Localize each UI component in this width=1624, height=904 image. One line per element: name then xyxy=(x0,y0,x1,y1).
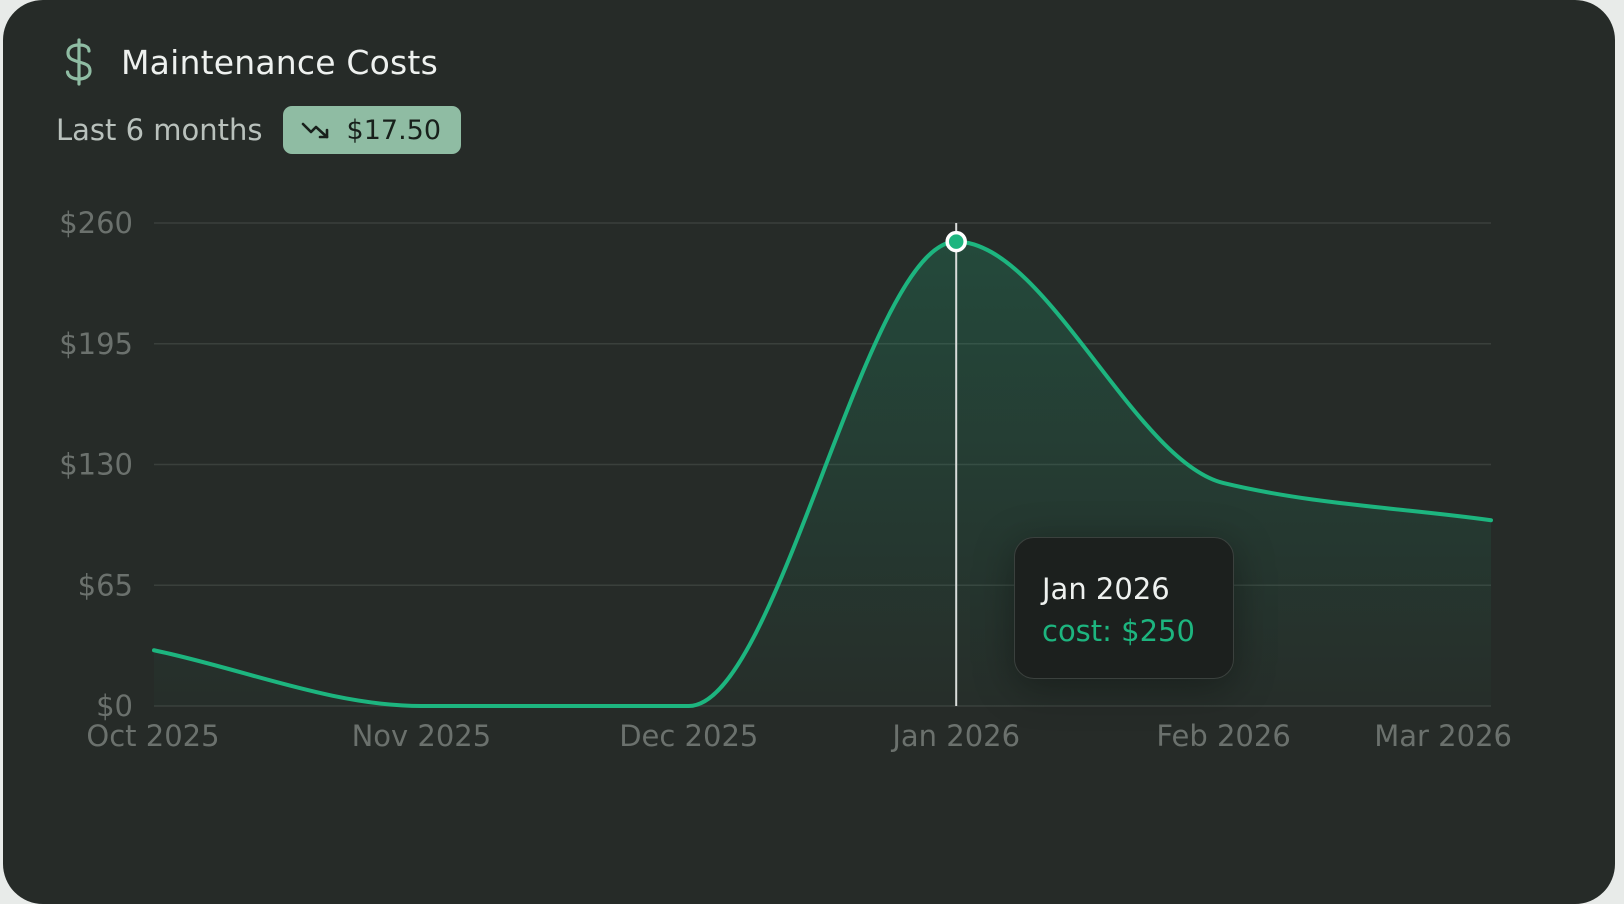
tooltip-value: cost: $250 xyxy=(1042,614,1195,648)
series-line xyxy=(152,239,1493,709)
period-label: Last 6 months xyxy=(56,113,263,147)
card-title: Maintenance Costs xyxy=(121,42,438,82)
y-tick-label: $65 xyxy=(78,568,133,602)
x-tick-label: Mar 2026 xyxy=(1374,719,1512,753)
y-tick-label: $195 xyxy=(59,327,133,361)
x-tick-label: Oct 2025 xyxy=(86,719,219,753)
y-tick-label: $260 xyxy=(59,206,133,240)
y-tick-label: $0 xyxy=(96,689,133,723)
area-chart[interactable]: $0 $65 $130 $195 $260 Oct 2025 Nov 2025 Dec 20… xyxy=(3,0,1615,904)
card-header: Maintenance Costs xyxy=(59,36,438,88)
change-badge: $17.50 xyxy=(282,106,462,154)
chart-tooltip: Jan 2026 cost: $250 xyxy=(1014,537,1234,679)
trending-down-icon xyxy=(301,122,328,139)
tooltip-date: Jan 2026 xyxy=(1042,572,1170,606)
series-points xyxy=(945,230,967,253)
y-axis: $0 $65 $130 $195 $260 xyxy=(59,206,133,723)
subtitle-row: Last 6 months $17.50 xyxy=(56,106,462,154)
active-data-point[interactable] xyxy=(945,230,967,253)
x-tick-label: Jan 2026 xyxy=(890,719,1020,753)
x-axis: Oct 2025 Nov 2025 Dec 2025 Jan 2026 Feb 2026… xyxy=(86,719,1512,753)
y-tick-label: $130 xyxy=(59,448,133,482)
x-tick-label: Nov 2025 xyxy=(352,719,492,753)
maintenance-costs-card: Maintenance Costs Last 6 months $17.50 $… xyxy=(3,0,1615,904)
badge-value: $17.50 xyxy=(346,114,442,146)
x-tick-label: Dec 2025 xyxy=(619,719,758,753)
x-tick-label: Feb 2026 xyxy=(1156,719,1290,753)
dollar-icon xyxy=(65,38,92,86)
